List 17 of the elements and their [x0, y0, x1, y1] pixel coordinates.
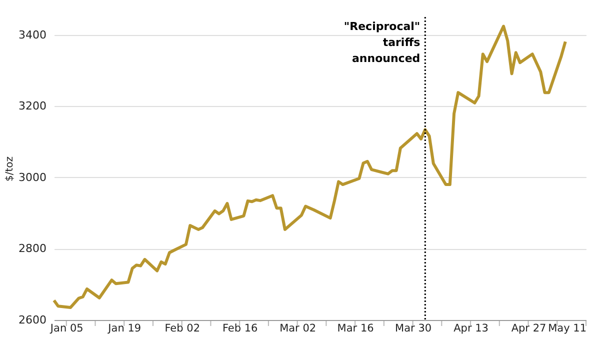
- y-tick-label: 3200: [18, 100, 46, 113]
- x-tick-label: Mar 30: [395, 322, 432, 334]
- y-tick-label: 3400: [18, 28, 46, 42]
- y-tick-label: 3000: [18, 170, 46, 184]
- x-tick-label: Jan 05: [49, 322, 84, 334]
- ref-line-label: "Reciprocal" tariffs announced: [344, 20, 421, 65]
- x-tick-label: May 11: [548, 322, 586, 334]
- x-tick-label: Apr 13: [454, 322, 488, 334]
- x-tick-label: Jan 19: [107, 322, 142, 334]
- x-tick-label: Apr 27: [511, 322, 546, 334]
- x-tick-label: Mar 16: [337, 322, 374, 334]
- x-tick-label: Mar 02: [280, 322, 316, 334]
- x-tick-label: Feb 02: [164, 322, 200, 334]
- y-tick-label: 2800: [18, 242, 46, 256]
- y-tick-label: 2600: [18, 314, 46, 326]
- x-tick-label: Feb 16: [222, 322, 258, 334]
- y-axis-title: $/toz: [4, 156, 16, 182]
